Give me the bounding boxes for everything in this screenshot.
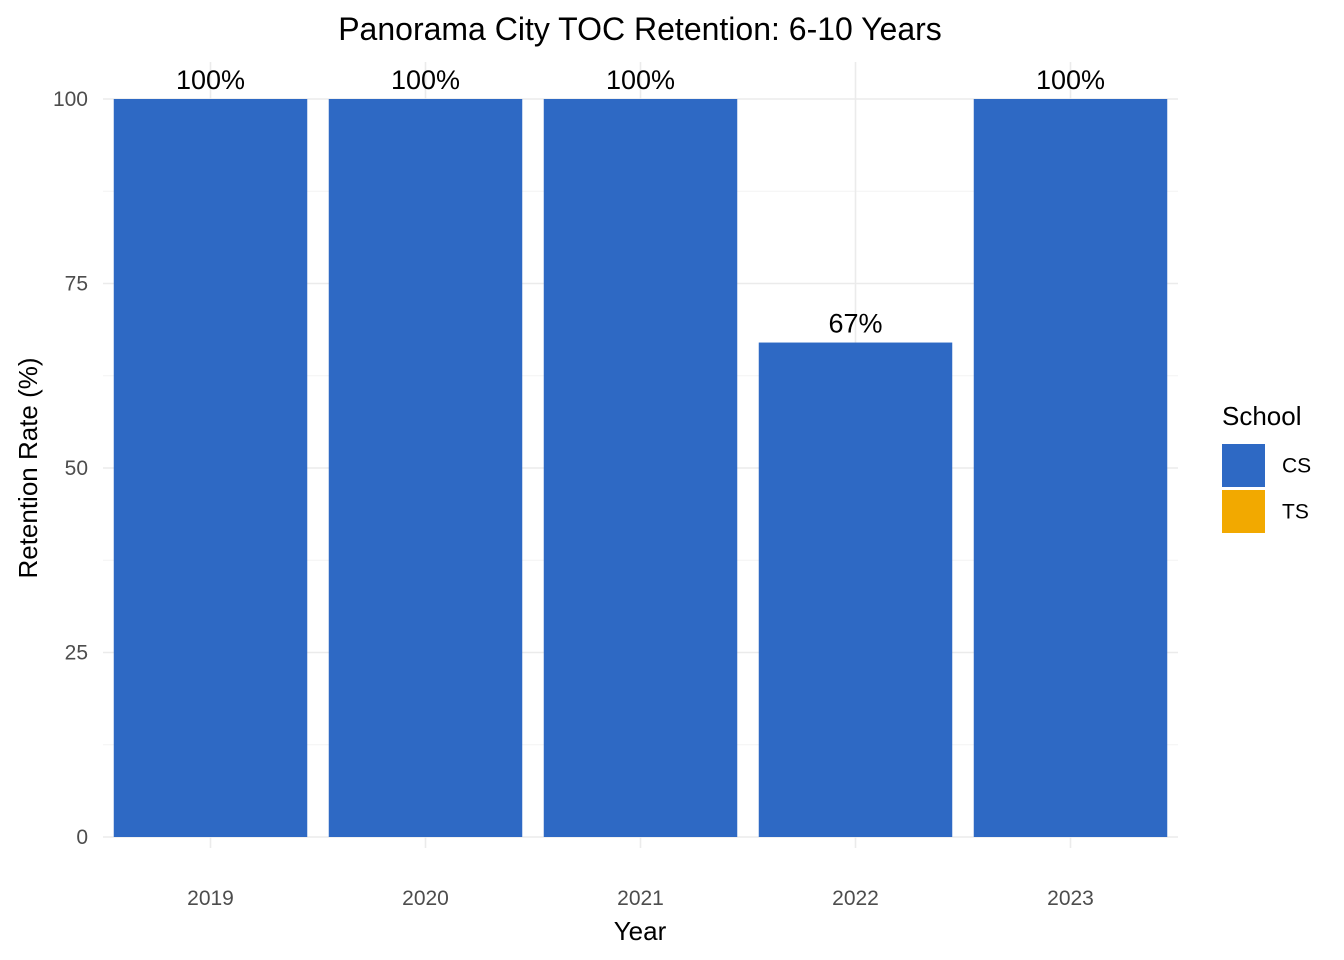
x-tick-label: 2021 <box>617 887 664 910</box>
x-axis-title: Year <box>614 916 667 946</box>
bar-CS-2019 <box>113 99 308 837</box>
data-label: 100% <box>391 65 460 95</box>
x-tick-label: 2023 <box>1047 887 1094 910</box>
legend-key-TS <box>1222 490 1265 533</box>
bars-layer <box>113 99 1168 837</box>
data-labels-layer: 100% 100% 100% 67% 100% <box>176 65 1105 339</box>
y-axis-ticks: 0 25 50 75 100 <box>53 88 88 849</box>
x-tick-label: 2022 <box>832 887 879 910</box>
legend-label-CS: CS <box>1282 455 1311 478</box>
data-label: 100% <box>1036 65 1105 95</box>
y-tick-label: 100 <box>53 88 88 111</box>
x-tick-label: 2019 <box>187 887 234 910</box>
legend: School CS TS <box>1222 401 1311 533</box>
data-label: 100% <box>606 65 675 95</box>
x-axis-ticks: 2019 2020 2021 2022 2023 <box>187 887 1094 910</box>
data-label: 100% <box>176 65 245 95</box>
y-axis-title: Retention Rate (%) <box>13 357 43 578</box>
y-tick-label: 25 <box>65 642 88 665</box>
chart-title: Panorama City TOC Retention: 6-10 Years <box>338 11 942 47</box>
data-label: 67% <box>828 309 882 339</box>
bar-CS-2022 <box>758 342 953 837</box>
y-tick-label: 50 <box>65 457 88 480</box>
legend-key-CS <box>1222 444 1265 487</box>
bar-CS-2020 <box>328 99 523 837</box>
y-tick-label: 0 <box>76 826 88 849</box>
bar-CS-2021 <box>543 99 738 837</box>
legend-title: School <box>1222 401 1302 431</box>
y-tick-label: 75 <box>65 273 88 296</box>
legend-label-TS: TS <box>1282 501 1309 524</box>
x-tick-label: 2020 <box>402 887 449 910</box>
bar-CS-2023 <box>973 99 1168 837</box>
legend-entries: CS TS <box>1222 444 1311 533</box>
